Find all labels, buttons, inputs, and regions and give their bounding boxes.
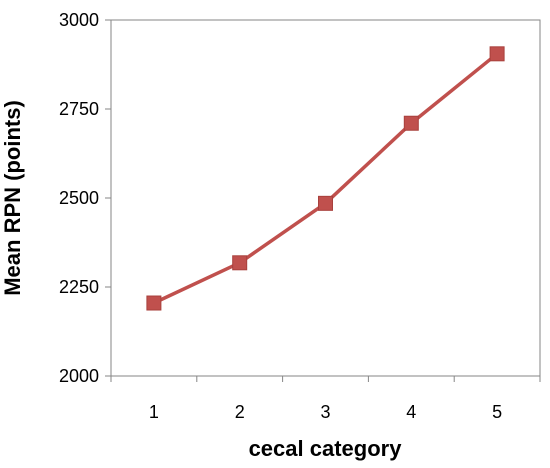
data-point-marker — [318, 195, 333, 211]
x-axis-title: cecal category — [249, 436, 403, 461]
data-point-marker — [403, 115, 419, 131]
y-tick-label: 2250 — [59, 277, 99, 297]
y-tick-label: 2500 — [59, 188, 99, 208]
x-tick-label: 4 — [406, 402, 416, 422]
x-tick-label: 1 — [149, 402, 159, 422]
y-tick-label: 3000 — [59, 10, 99, 30]
y-tick-label: 2000 — [59, 366, 99, 386]
y-tick-label: 2750 — [59, 99, 99, 119]
y-axis-title: Mean RPN (points) — [0, 100, 25, 296]
x-tick-label: 5 — [492, 402, 502, 422]
x-axis-ticks: 1 2 3 4 5 — [110, 376, 541, 422]
data-series — [146, 46, 505, 311]
x-tick-label: 2 — [235, 402, 245, 422]
data-point-marker — [146, 295, 162, 311]
data-point-marker — [232, 255, 248, 271]
x-tick-label: 3 — [320, 402, 330, 422]
data-point-marker — [489, 46, 505, 62]
y-axis-ticks: 2000 2250 2500 2750 3000 — [59, 10, 111, 386]
